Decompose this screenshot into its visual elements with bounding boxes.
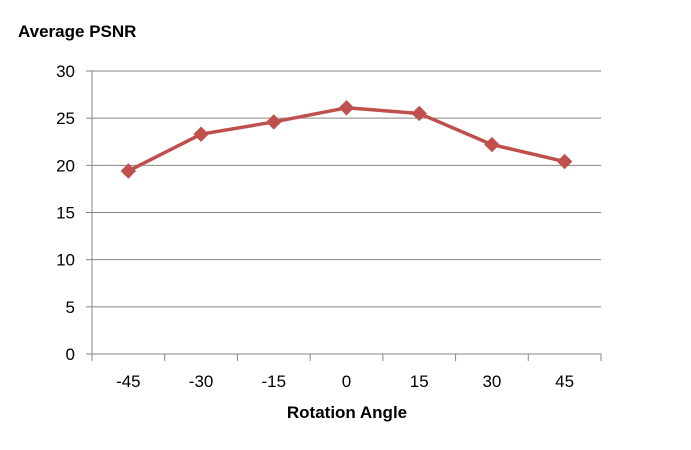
y-tick-label: 5 (66, 298, 75, 317)
gridlines (86, 70, 601, 355)
data-point-marker (193, 126, 209, 142)
y-tick-label: 25 (56, 109, 75, 128)
data-point-marker (411, 105, 427, 122)
x-tick-labels: -45 -30 -15 0 15 30 45 (116, 372, 574, 391)
y-tick-label: 20 (56, 156, 75, 175)
y-tick-label: 15 (56, 204, 75, 223)
x-axis (91, 71, 602, 361)
chart-title: Average PSNR (18, 22, 136, 41)
x-axis-title: Rotation Angle (287, 403, 407, 422)
x-tick-label: 30 (482, 372, 501, 391)
series-line (127, 106, 566, 173)
x-tick-label: 15 (410, 372, 429, 391)
y-tick-label: 10 (56, 251, 75, 270)
y-tick-label: 30 (56, 62, 75, 81)
x-tick-label: -45 (116, 372, 141, 391)
x-tick-label: -15 (261, 372, 286, 391)
x-tick-label: 45 (555, 372, 574, 391)
data-point-marker (266, 114, 282, 130)
data-point-marker (120, 163, 137, 179)
y-tick-label: 0 (66, 345, 75, 364)
x-tick-label: -30 (189, 372, 214, 391)
y-tick-labels: 0 5 10 15 20 25 30 (56, 62, 75, 364)
series (120, 100, 573, 179)
data-point-marker (338, 100, 355, 116)
x-tick-label: 0 (342, 372, 351, 391)
data-point-marker (484, 136, 500, 153)
data-point-marker (556, 153, 573, 170)
